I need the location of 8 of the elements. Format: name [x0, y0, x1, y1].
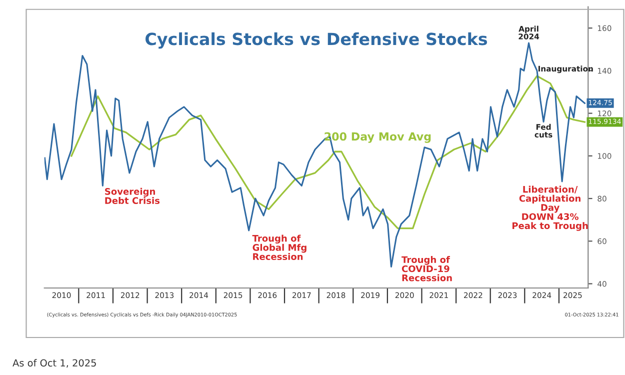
annotation: Sovereign Debt Crisis [105, 188, 160, 204]
text: Cyclicals Stocks vs Defensive Stocks [146, 32, 488, 49]
annotation: Liberation/ Capitulation Day DOWN 43% Peak to Trough [512, 186, 588, 231]
annotation: Trough of COVID-19 Recession [402, 256, 452, 282]
annotation: Trough of Global Mfg Recession [252, 234, 306, 260]
line-series [70, 75, 586, 230]
series-label: 200 Day Mov Avg [324, 132, 431, 143]
text: As of Oct 1, 2025 [12, 359, 96, 368]
